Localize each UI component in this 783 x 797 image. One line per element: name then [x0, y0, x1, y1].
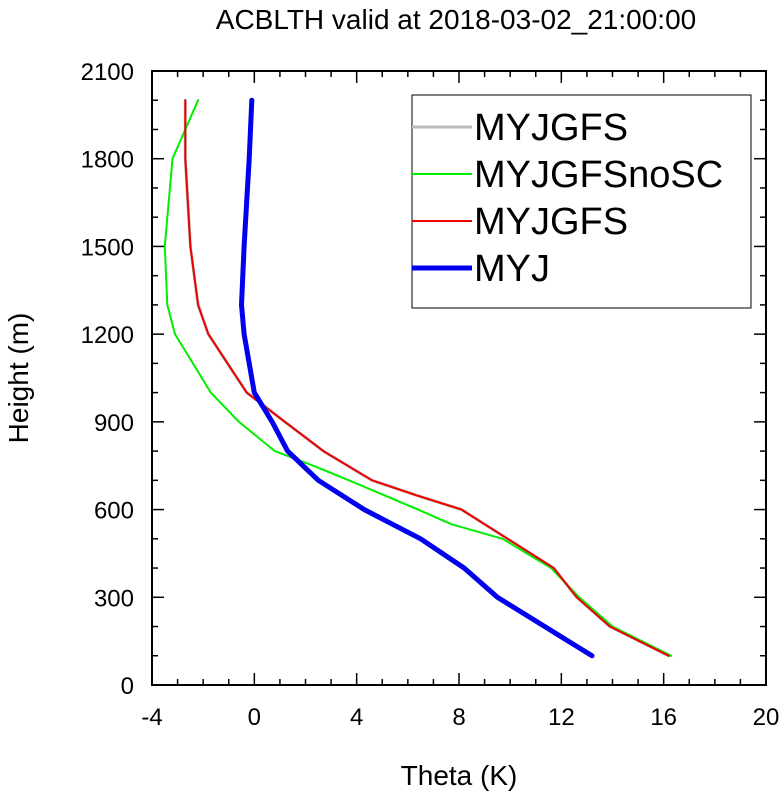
y-tick-label: 1500 — [81, 234, 134, 261]
legend-label: MYJ — [474, 248, 550, 290]
chart-title: ACBLTH valid at 2018-03-02_21:00:00 — [216, 4, 696, 35]
y-tick-label: 1200 — [81, 322, 134, 349]
legend-label: MYJGFS — [474, 201, 628, 243]
y-axis-label: Height (m) — [3, 313, 34, 444]
y-tick-label: 1800 — [81, 147, 134, 174]
y-tick-label: 300 — [94, 585, 134, 612]
y-tick-label: 2100 — [81, 59, 134, 86]
y-tick-label: 0 — [121, 673, 134, 700]
legend-label: MYJGFS — [474, 107, 628, 149]
legend: MYJGFS MYJGFSnoSC MYJGFS MYJ — [411, 94, 752, 309]
x-tick-label: 4 — [350, 704, 363, 731]
x-tick-label: 20 — [753, 704, 780, 731]
plot-area — [163, 97, 673, 659]
x-tick-label: 8 — [452, 704, 465, 731]
x-tick-label: 16 — [650, 704, 677, 731]
axes: -4 0 4 8 12 16 20 0 300 600 900 1200 1500 1800 2100 — [81, 59, 780, 731]
legend-box — [411, 94, 752, 309]
series-line-myjgfs-2 — [184, 99, 670, 657]
x-tick-label: 12 — [548, 704, 575, 731]
y-tick-label: 600 — [94, 498, 134, 525]
x-tick-label: 0 — [248, 704, 261, 731]
x-axis-label: Theta (K) — [401, 760, 518, 791]
y-tick-label: 900 — [94, 410, 134, 437]
legend-label: MYJGFSnoSC — [474, 154, 723, 196]
series-line-myj-3 — [239, 97, 595, 659]
x-tick-label: -4 — [141, 704, 162, 731]
